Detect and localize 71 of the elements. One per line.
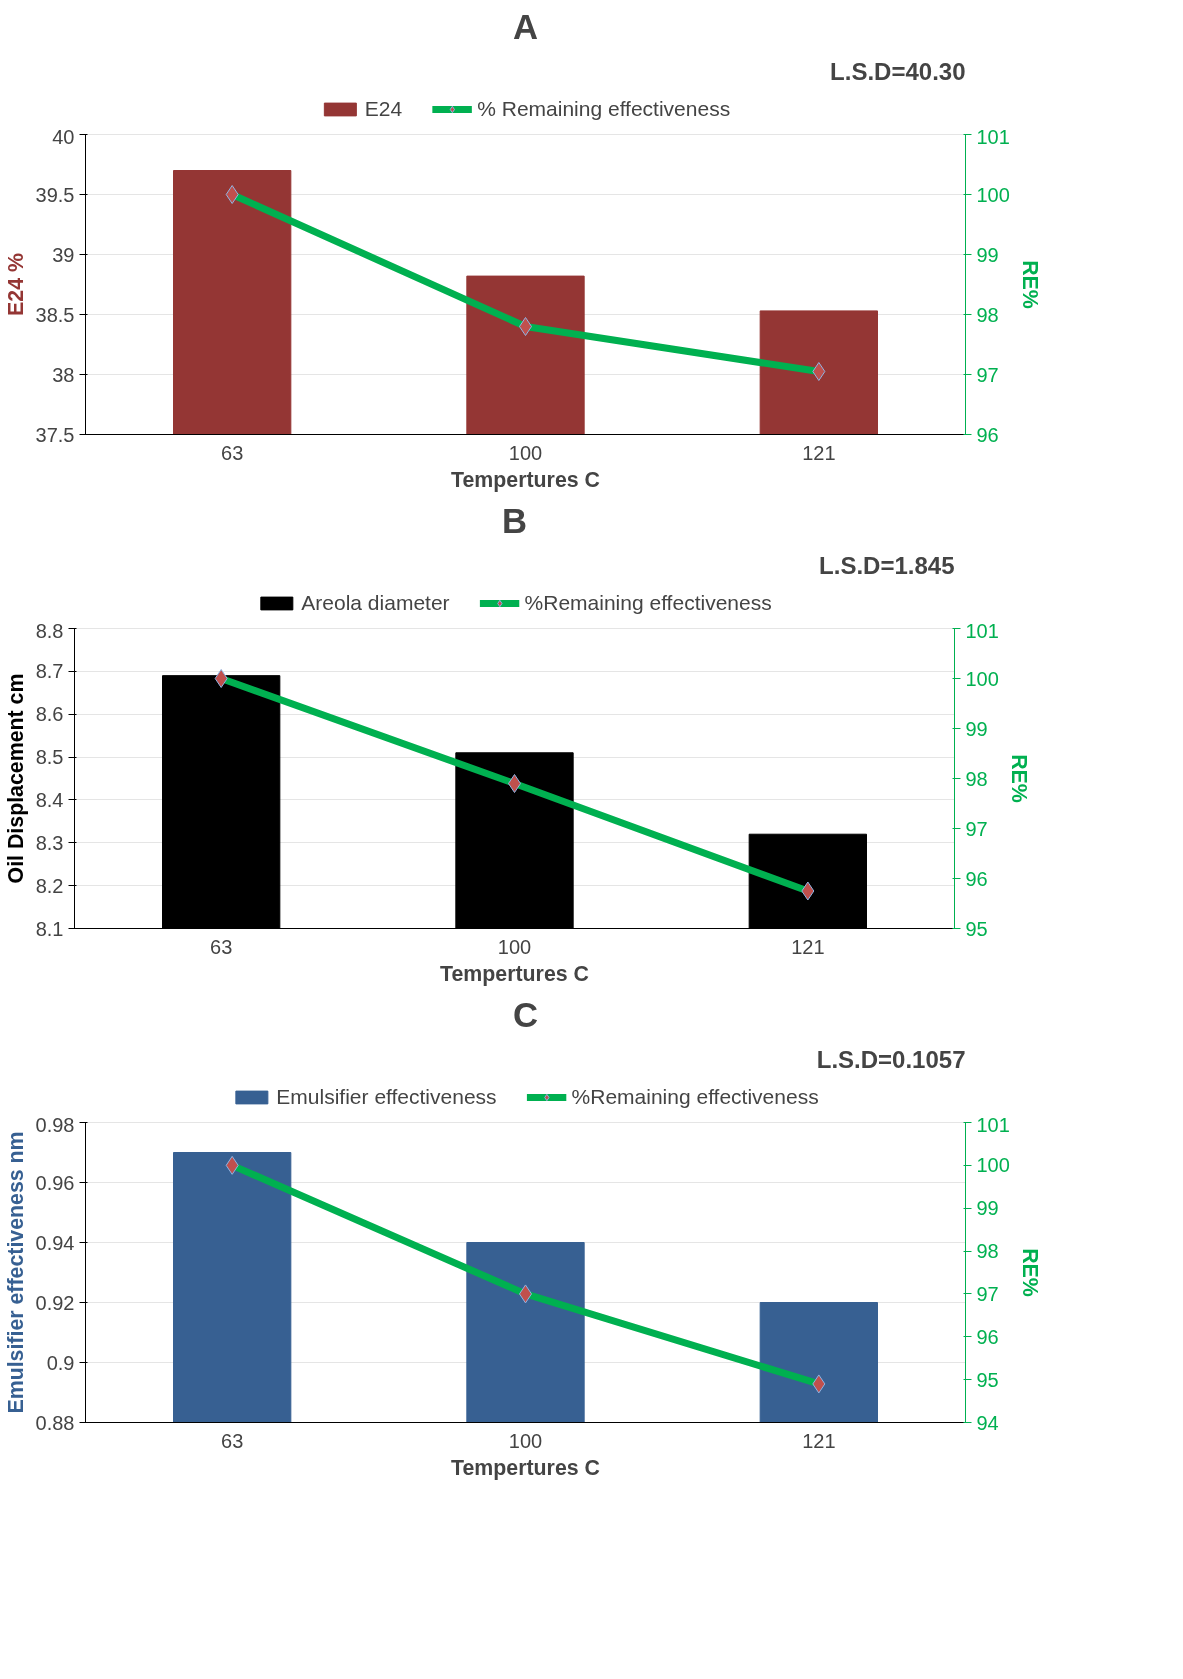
y2-axis-title: RE% xyxy=(1017,1248,1042,1297)
y2-tick-label: 98 xyxy=(976,303,999,326)
legend-label: E24 xyxy=(364,97,403,121)
y-tick-label: 0.94 xyxy=(35,1231,75,1254)
y-tick-label: 38 xyxy=(52,363,75,386)
y2-tick-label: 101 xyxy=(976,125,1010,148)
legend-label: %Remaining effectiveness xyxy=(571,1085,819,1109)
y-tick-label: 8.4 xyxy=(35,788,64,811)
y2-tick-label: 101 xyxy=(965,619,999,642)
y2-tick-label: 97 xyxy=(965,817,988,840)
text: L.S.D=0.1057 xyxy=(816,1045,966,1073)
y2-tick-label: 97 xyxy=(976,363,999,386)
y-tick-label: 8.6 xyxy=(35,703,64,726)
y2-tick-label: 99 xyxy=(976,1197,999,1220)
x-tick-label: 63 xyxy=(221,441,244,464)
x-axis-title: Tempertures C xyxy=(440,961,589,986)
y-tick-label: 8.5 xyxy=(35,746,64,769)
y-tick-label: 0.88 xyxy=(35,1411,75,1434)
y-axis-title: Emulsifier effectiveness nm xyxy=(3,1131,28,1414)
y2-tick-label: 98 xyxy=(976,1240,999,1263)
y-tick-label: 39.5 xyxy=(35,183,75,206)
y-tick-label: 0.92 xyxy=(35,1291,75,1314)
x-tick-label: 63 xyxy=(221,1429,244,1452)
y-tick-label: 38.5 xyxy=(35,303,75,326)
y-tick-label: 8.1 xyxy=(35,917,64,940)
x-axis-title: Tempertures C xyxy=(451,467,600,492)
y-tick-label: 37.5 xyxy=(35,423,75,446)
y2-tick-label: 96 xyxy=(976,423,999,446)
y2-tick-label: 95 xyxy=(965,917,988,940)
x-axis-title: Tempertures C xyxy=(451,1455,600,1480)
y2-tick-label: 100 xyxy=(976,1154,1010,1177)
y2-tick-label: 98 xyxy=(965,767,988,790)
legend-label: %Remaining effectiveness xyxy=(524,591,772,615)
y-axis-title: E24 % xyxy=(3,253,28,316)
y2-axis-title: RE% xyxy=(1017,260,1042,309)
y-tick-label: 8.7 xyxy=(35,660,64,683)
legend-label: Areola diameter xyxy=(301,591,450,615)
x-tick-label: 121 xyxy=(802,1429,836,1452)
y-tick-label: 8.2 xyxy=(35,874,64,897)
y2-tick-label: 97 xyxy=(976,1282,999,1305)
y2-tick-label: 99 xyxy=(965,717,988,740)
y-tick-label: 8.8 xyxy=(35,619,64,642)
y2-tick-label: 96 xyxy=(976,1325,999,1348)
y2-tick-label: 100 xyxy=(976,183,1010,206)
y-tick-label: 0.9 xyxy=(46,1351,75,1374)
x-tick-label: 100 xyxy=(497,935,532,958)
text: L.S.D=40.30 xyxy=(830,57,966,85)
x-tick-label: 100 xyxy=(508,441,543,464)
x-tick-label: 100 xyxy=(508,1429,543,1452)
y-tick-label: 40 xyxy=(52,125,75,148)
y2-tick-label: 101 xyxy=(976,1113,1010,1136)
y-tick-label: 0.98 xyxy=(35,1113,75,1136)
y2-tick-label: 99 xyxy=(976,243,999,266)
chart-title: B xyxy=(501,501,528,540)
legend-label: Emulsifier effectiveness xyxy=(276,1085,497,1109)
x-tick-label: 121 xyxy=(802,441,836,464)
legend-label: % Remaining effectiveness xyxy=(477,97,731,121)
y2-tick-label: 96 xyxy=(965,867,988,890)
y-tick-label: 0.96 xyxy=(35,1171,75,1194)
y2-tick-label: 100 xyxy=(965,667,999,690)
text: L.S.D=1.845 xyxy=(819,551,955,579)
y2-tick-label: 95 xyxy=(976,1368,999,1391)
y-tick-label: 39 xyxy=(52,243,75,266)
y2-axis-title: RE% xyxy=(1006,754,1031,803)
y-tick-label: 8.3 xyxy=(35,831,64,854)
chart-title: C xyxy=(512,995,539,1034)
chart-title: A xyxy=(512,7,539,46)
y2-tick-label: 94 xyxy=(976,1411,999,1434)
y-axis-title: Oil Displacement cm xyxy=(3,673,28,884)
x-tick-label: 121 xyxy=(791,935,825,958)
x-tick-label: 63 xyxy=(210,935,233,958)
